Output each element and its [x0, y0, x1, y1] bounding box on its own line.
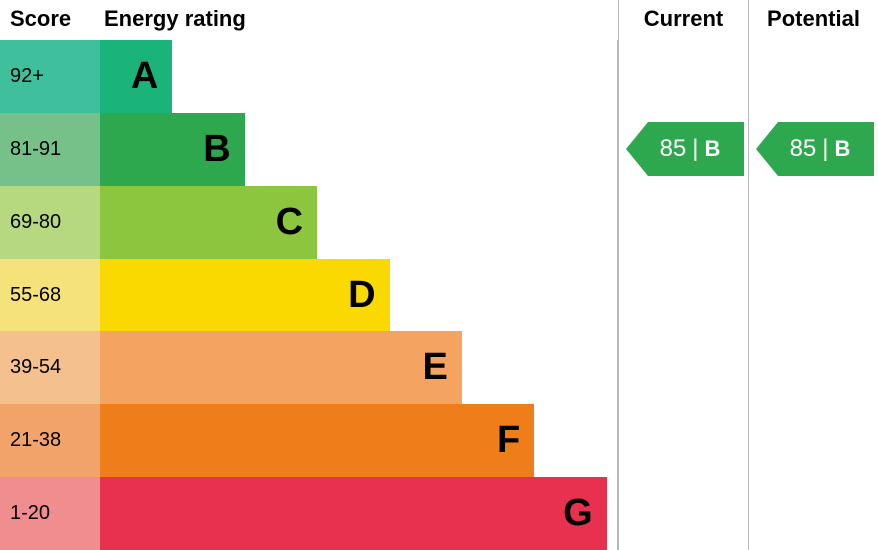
score-range: 1-20 — [0, 477, 100, 550]
rating-area: G — [100, 477, 618, 550]
header-score: Score — [0, 0, 100, 40]
rating-bar: G — [100, 477, 607, 550]
potential-overlay: 85| B — [748, 40, 878, 550]
arrow-letter: B — [835, 136, 851, 162]
rating-area: E — [100, 331, 618, 404]
arrow-letter: B — [705, 136, 721, 162]
rating-area: A — [100, 40, 618, 113]
rating-area: B — [100, 113, 618, 186]
score-range: 39-54 — [0, 331, 100, 404]
rating-arrow: 85| B — [756, 122, 874, 176]
header-row: Score Energy rating Current Potential — [0, 0, 878, 40]
arrow-score: 85 — [660, 135, 687, 163]
rating-area: F — [100, 404, 618, 477]
score-range: 81-91 — [0, 113, 100, 186]
arrow-separator: | — [822, 135, 828, 163]
header-current: Current — [618, 0, 748, 40]
rating-bar: B — [100, 113, 245, 186]
score-range: 55-68 — [0, 259, 100, 332]
rating-bar: F — [100, 404, 534, 477]
rating-bar: C — [100, 186, 317, 259]
rating-bar: E — [100, 331, 462, 404]
header-rating: Energy rating — [100, 0, 618, 40]
rating-bar: D — [100, 259, 390, 332]
score-range: 69-80 — [0, 186, 100, 259]
rating-bar: A — [100, 40, 172, 113]
rating-area: D — [100, 259, 618, 332]
score-range: 92+ — [0, 40, 100, 113]
energy-rating-chart: Score Energy rating Current Potential 92… — [0, 0, 878, 550]
rating-area: C — [100, 186, 618, 259]
arrow-separator: | — [692, 135, 698, 163]
score-range: 21-38 — [0, 404, 100, 477]
header-potential: Potential — [748, 0, 878, 40]
rating-arrow: 85| B — [626, 122, 744, 176]
arrow-score: 85 — [790, 135, 817, 163]
current-overlay: 85| B — [618, 40, 748, 550]
body-rows: 92+A81-91B69-80C55-68D39-54E21-38F1-20G8… — [0, 40, 878, 550]
